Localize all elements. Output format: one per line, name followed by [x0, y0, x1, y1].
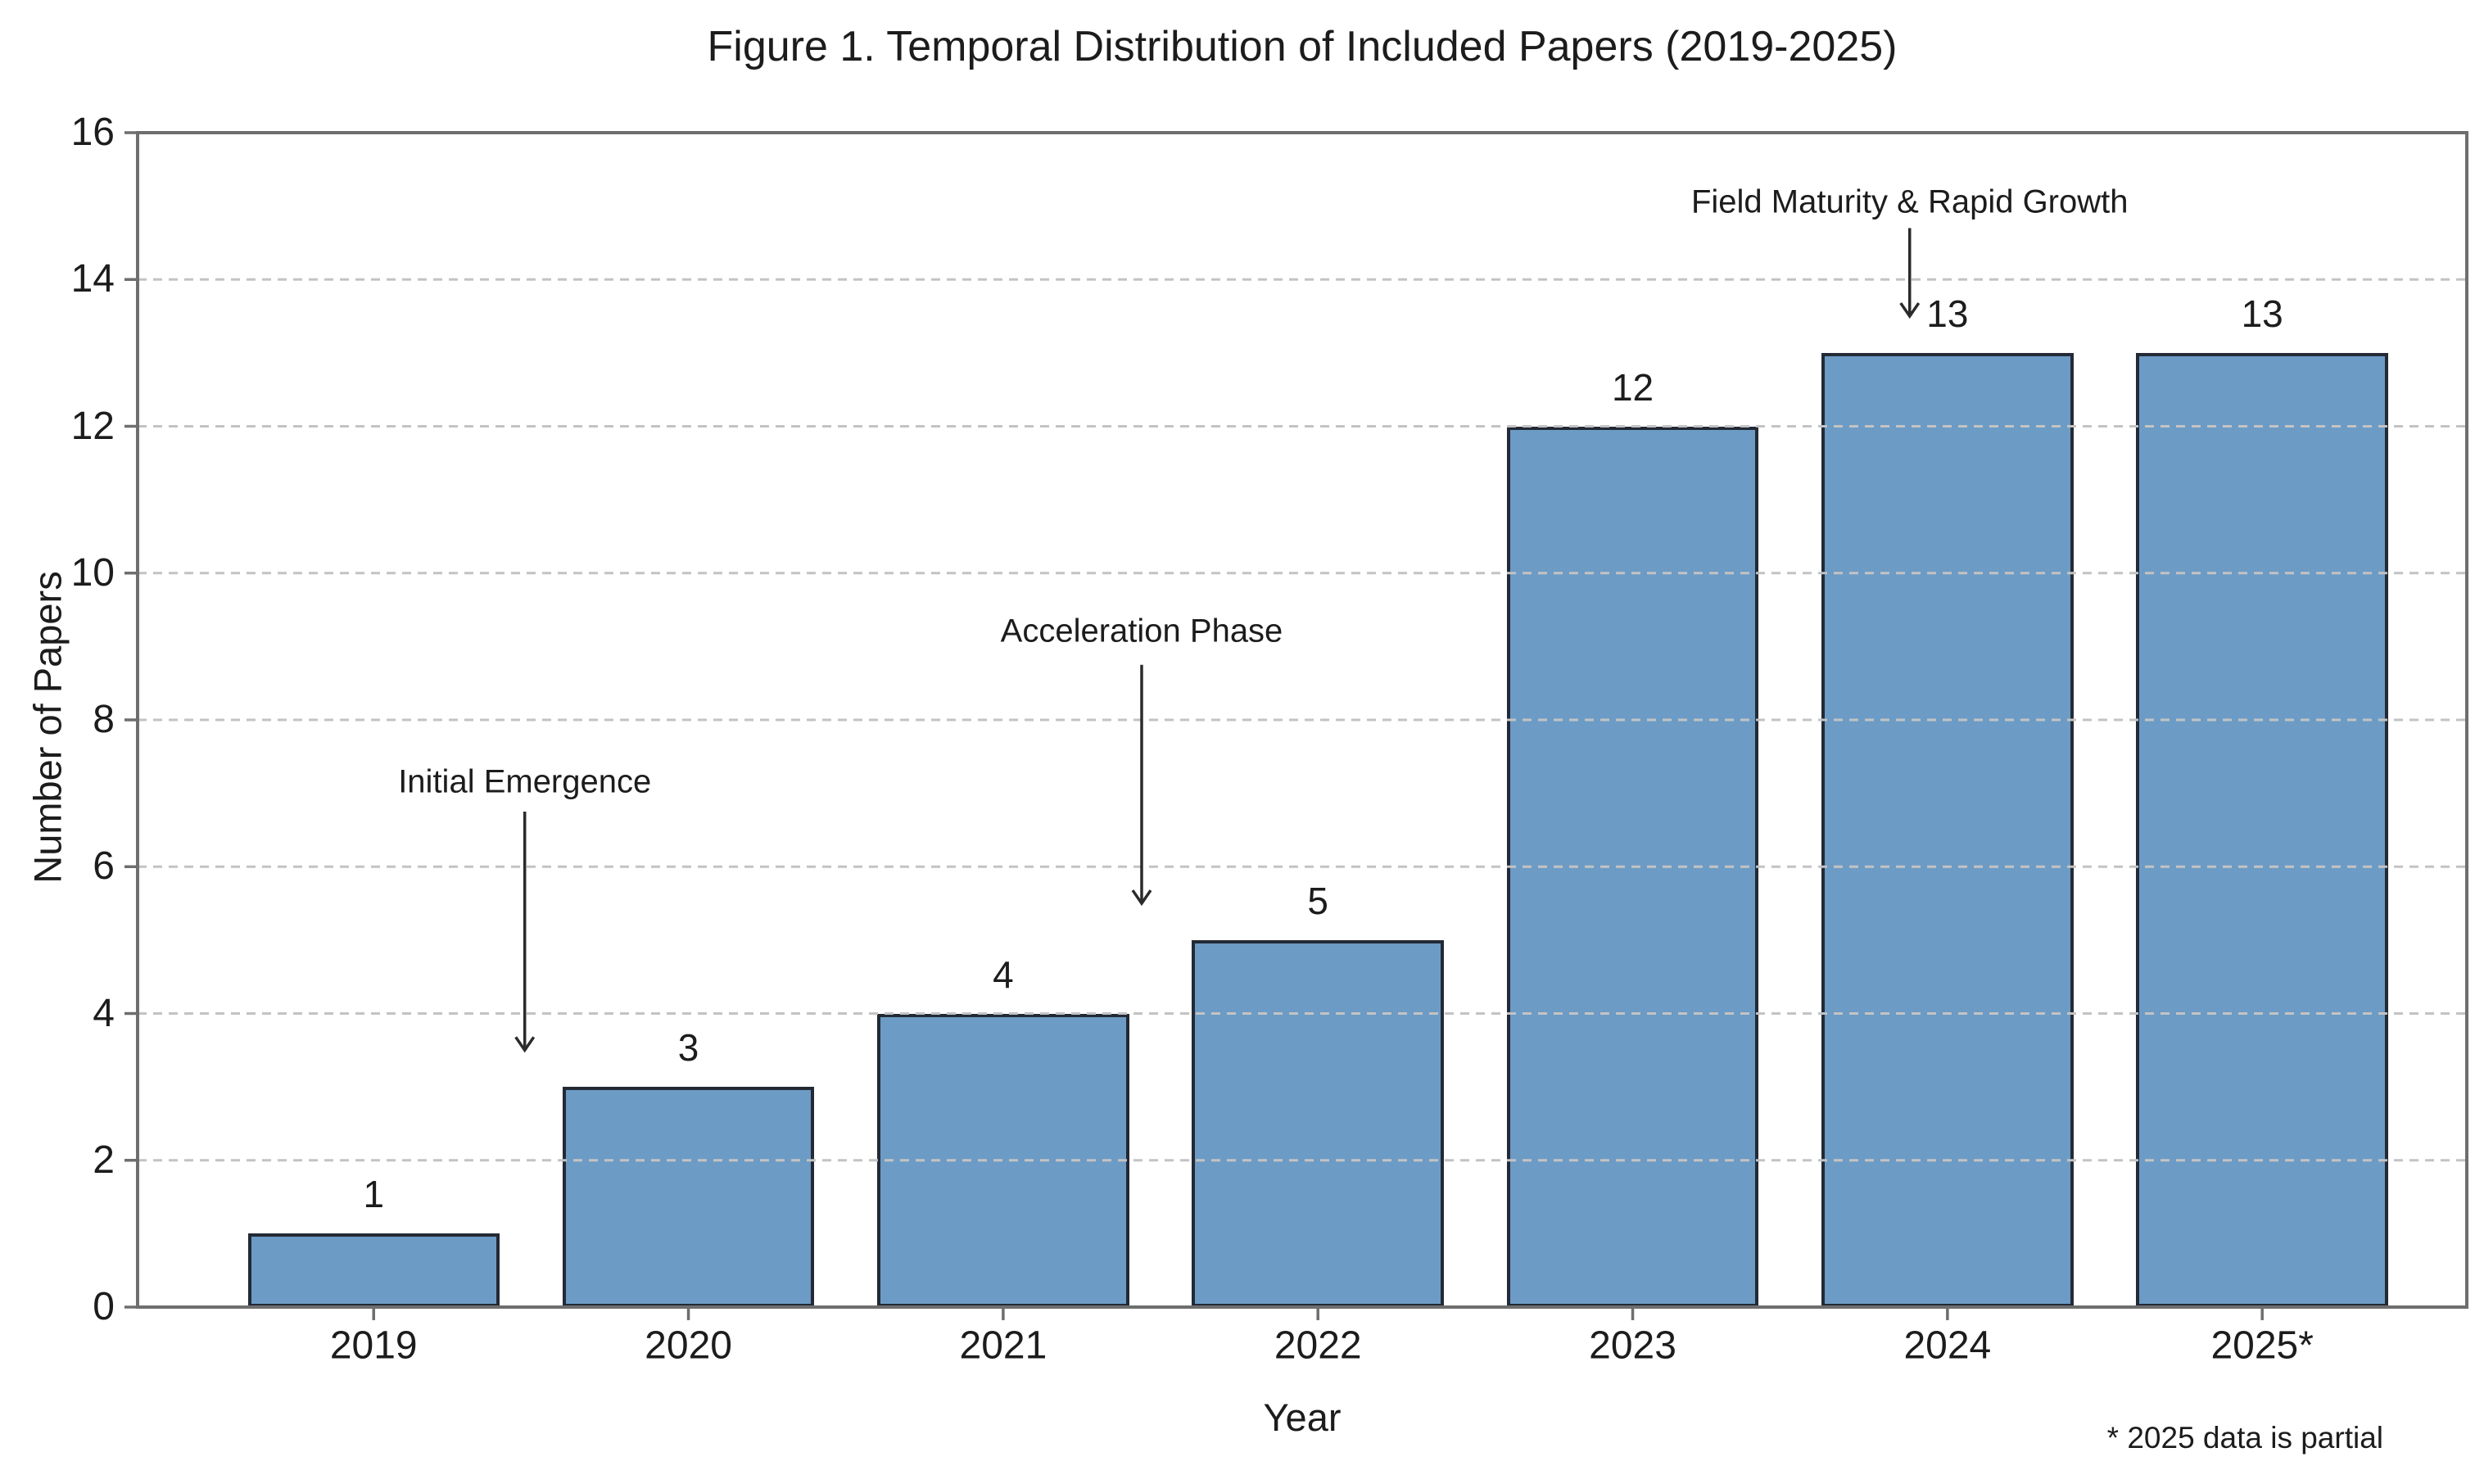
bar	[1506, 426, 1759, 1307]
bar	[2136, 352, 2388, 1307]
chart-title: Figure 1. Temporal Distribution of Inclu…	[707, 23, 1898, 70]
bar	[562, 1087, 815, 1307]
bar	[1821, 352, 2074, 1307]
bar	[247, 1233, 500, 1307]
x-axis-label: Year	[1263, 1396, 1342, 1439]
bar	[1192, 939, 1444, 1307]
footnote: * 2025 data is partial	[2106, 1421, 2383, 1455]
bar	[877, 1013, 1129, 1307]
